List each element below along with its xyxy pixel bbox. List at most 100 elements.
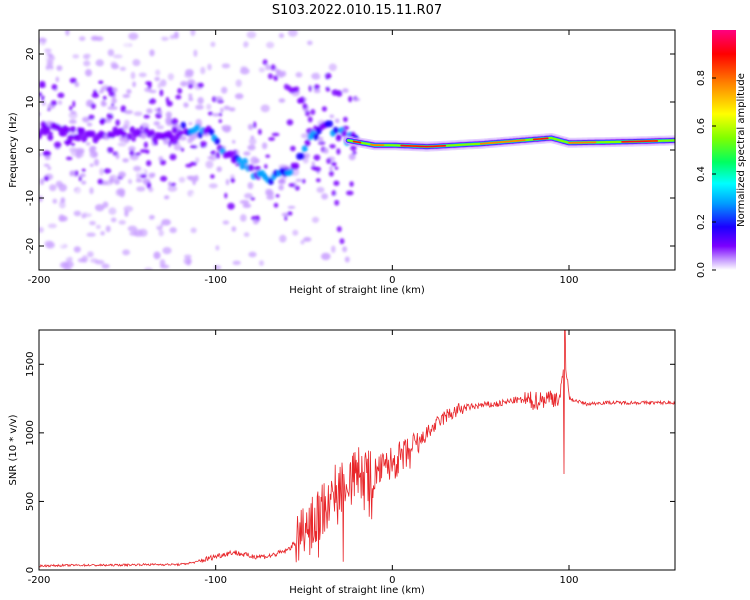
speckle-mark	[56, 65, 63, 71]
ridge-mark	[208, 128, 215, 136]
blob-mark	[42, 150, 50, 157]
arc-mark	[294, 86, 300, 93]
speckle-mark	[184, 72, 194, 79]
speckle-mark	[155, 69, 161, 76]
speckle-mark	[278, 33, 285, 39]
blob-mark	[180, 81, 188, 87]
speckle-mark	[45, 68, 56, 76]
blob-mark	[122, 158, 129, 163]
blob-mark	[81, 180, 87, 185]
colorbar-tick-label: 0.2	[696, 214, 707, 230]
speckle-mark	[266, 41, 275, 49]
speckle-mark	[152, 218, 162, 227]
blob-mark	[88, 114, 95, 121]
speckle-mark	[108, 207, 117, 215]
speckle-mark	[190, 149, 197, 155]
spectral-band	[343, 132, 675, 152]
arc-mark	[326, 158, 332, 164]
speckle-mark	[122, 124, 129, 131]
blob-mark	[107, 146, 114, 154]
blob-mark	[264, 164, 268, 169]
speckle-mark	[146, 108, 153, 114]
speckle-mark	[247, 182, 254, 190]
speckle-mark	[79, 36, 86, 41]
speckle-mark	[73, 246, 81, 253]
speckle-mark	[44, 40, 53, 48]
snr-y-label: SNR (10 * v/v)	[8, 414, 19, 485]
blob-mark	[47, 166, 52, 170]
speckle-mark	[124, 110, 133, 115]
blob-mark	[210, 174, 215, 179]
speckle-mark	[162, 247, 172, 255]
blob-mark	[232, 140, 236, 144]
speckle-mark	[93, 66, 100, 73]
speckle-mark	[55, 180, 63, 188]
blob-mark	[331, 161, 337, 167]
blob-mark	[132, 81, 137, 88]
snr-y-ticks: 0 500 1000 1500	[25, 352, 675, 573]
blob-mark	[159, 159, 167, 166]
blob-mark	[114, 178, 120, 185]
speckle-mark	[136, 186, 146, 192]
blob-mark	[163, 138, 169, 145]
ridge-mark	[171, 126, 178, 134]
speckle-mark	[105, 225, 111, 233]
blob-mark	[147, 82, 152, 89]
speckle-mark	[246, 31, 257, 39]
speckle-mark	[223, 259, 234, 264]
speckle-mark	[222, 220, 230, 225]
speckle-mark	[99, 249, 107, 255]
speckle-mark	[90, 258, 99, 263]
blob-mark	[160, 175, 168, 182]
speckle-mark	[303, 237, 312, 242]
speckle-mark	[156, 125, 164, 130]
ridge-mark	[214, 137, 221, 145]
ridge-mark	[168, 134, 175, 142]
blob-mark	[120, 105, 127, 113]
speckle-mark	[158, 229, 164, 237]
ridge-mark	[242, 157, 249, 165]
speckle-mark	[159, 264, 170, 269]
blob-mark	[253, 219, 259, 225]
speckle-mark	[319, 221, 327, 227]
speckle-mark	[321, 252, 331, 261]
blob-mark	[81, 168, 86, 172]
blob-mark	[349, 181, 354, 187]
speckle-mark	[89, 56, 96, 61]
ridge-mark	[298, 152, 305, 160]
x-tick-label: -100	[204, 275, 227, 286]
blob-mark	[111, 103, 115, 107]
band-peak-segment	[568, 141, 597, 144]
speckle-mark	[65, 30, 70, 36]
blob-mark	[333, 180, 340, 186]
blob-mark	[122, 94, 131, 98]
speckle-mark	[133, 111, 143, 117]
ridge-mark	[304, 139, 311, 147]
y-tick-label: 0	[25, 567, 36, 573]
speckle-mark	[181, 212, 186, 219]
blob-mark	[55, 76, 59, 83]
blob-mark	[177, 88, 183, 94]
speckle-mark	[118, 220, 126, 225]
speckle-mark	[207, 227, 214, 235]
blob-mark	[224, 192, 228, 199]
blob-mark	[273, 202, 279, 208]
speckle-mark	[144, 267, 153, 270]
arc-mark	[262, 59, 268, 66]
blob-mark	[212, 113, 220, 117]
arc-mark	[310, 109, 316, 115]
speckle-mark	[49, 184, 57, 192]
speckle-mark	[232, 260, 241, 265]
blob-mark	[210, 150, 216, 155]
blob-mark	[148, 89, 157, 94]
blob-mark	[70, 110, 77, 115]
figure-title: S103.2022.010.15.11.R07	[272, 3, 442, 18]
x-tick-label: 0	[389, 575, 395, 586]
speckle-mark	[161, 219, 171, 226]
blob-mark	[187, 83, 194, 89]
y-tick-label: -20	[25, 238, 36, 254]
ridge-mark	[89, 130, 96, 138]
speckle-mark	[208, 183, 218, 189]
blob-mark	[290, 145, 296, 152]
